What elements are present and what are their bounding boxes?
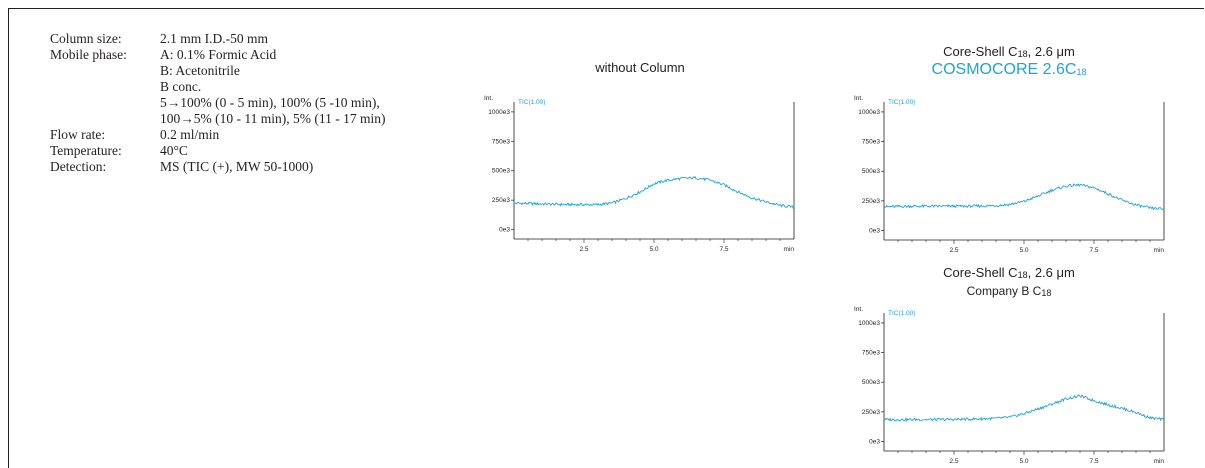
chart-without-column: without Column 0e3 250e3 500e3 750e3 1000e3 I… xyxy=(480,58,800,258)
y-tick-label: 750e3 xyxy=(862,139,880,146)
x-tick-label: 5.0 xyxy=(649,246,658,253)
y-tick-label: 750e3 xyxy=(862,350,880,357)
y-tick-label: 0e3 xyxy=(499,227,510,234)
condition-value: 2.1 mm I.D.-50 mm xyxy=(160,31,268,47)
condition-value: 40°C xyxy=(160,143,188,159)
y-tick-label: 250e3 xyxy=(492,197,510,204)
condition-label: Column size: xyxy=(50,31,122,47)
y-tick-label: 0e3 xyxy=(869,228,880,235)
x-axis-label: min xyxy=(1154,247,1165,254)
condition-value: 0.2 ml/min xyxy=(160,127,219,143)
x-tick-label: 2.5 xyxy=(949,458,958,465)
x-tick-label: 2.5 xyxy=(579,246,588,253)
y-axis-label: Int. xyxy=(854,306,863,313)
condition-label: Mobile phase: xyxy=(50,47,127,63)
condition-value: 5→100% (0 - 5 min), 100% (5 -10 min), xyxy=(160,95,380,111)
x-tick-label: 7.5 xyxy=(1089,247,1098,254)
condition-label: Temperature: xyxy=(50,143,122,159)
y-tick-label: 250e3 xyxy=(862,409,880,416)
y-tick-label: 500e3 xyxy=(862,379,880,386)
tic-trace-line xyxy=(884,184,1164,210)
x-tick-label: 5.0 xyxy=(1019,247,1028,254)
condition-label: Detection: xyxy=(50,159,106,175)
x-tick-label: 5.0 xyxy=(1019,458,1028,465)
condition-value: A: 0.1% Formic Acid xyxy=(160,47,276,63)
chart-company-b: Core-Shell C18, 2.6 μm Company B C18 0e3… xyxy=(848,265,1170,465)
y-tick-label: 500e3 xyxy=(492,168,510,175)
chart-plot: 0e3 250e3 500e3 750e3 1000e3 Int. 2.5 5.0 7.5 min… xyxy=(848,44,1170,258)
series-label: TIC(1.00) xyxy=(518,99,545,106)
y-axis-label: Int. xyxy=(484,95,493,102)
x-axis-label: min xyxy=(1154,458,1165,465)
chart-cosmocore: Core-Shell C18, 2.6 μm COSMOCORE 2.6C18 … xyxy=(848,44,1170,258)
y-tick-label: 500e3 xyxy=(862,168,880,175)
series-label: TIC(1.00) xyxy=(888,310,915,317)
condition-value: 100→5% (10 - 11 min), 5% (11 - 17 min) xyxy=(160,111,385,127)
y-tick-label: 0e3 xyxy=(869,439,880,446)
chart-plot: 0e3 250e3 500e3 750e3 1000e3 Int. 2.5 5.0 7.5 min… xyxy=(848,265,1170,465)
condition-value: B conc. xyxy=(160,79,201,95)
condition-label: Flow rate: xyxy=(50,127,105,143)
y-tick-label: 750e3 xyxy=(492,138,510,145)
x-axis-label: min xyxy=(784,246,795,253)
tic-trace-line xyxy=(514,177,794,208)
chart-plot: 0e3 250e3 500e3 750e3 1000e3 Int. 2.5 5.0 7.5 min… xyxy=(480,58,800,258)
x-tick-label: 7.5 xyxy=(1089,458,1098,465)
condition-value: MS (TIC (+), MW 50-1000) xyxy=(160,159,313,175)
y-tick-label: 1000e3 xyxy=(858,320,880,327)
series-label: TIC(1.00) xyxy=(888,99,915,106)
y-tick-label: 1000e3 xyxy=(488,109,510,116)
x-tick-label: 7.5 xyxy=(719,246,728,253)
y-axis-label: Int. xyxy=(854,95,863,102)
tic-trace-line xyxy=(884,395,1164,421)
y-tick-label: 1000e3 xyxy=(858,109,880,116)
condition-value: B: Acetonitrile xyxy=(160,63,240,79)
x-tick-label: 2.5 xyxy=(949,247,958,254)
y-tick-label: 250e3 xyxy=(862,198,880,205)
